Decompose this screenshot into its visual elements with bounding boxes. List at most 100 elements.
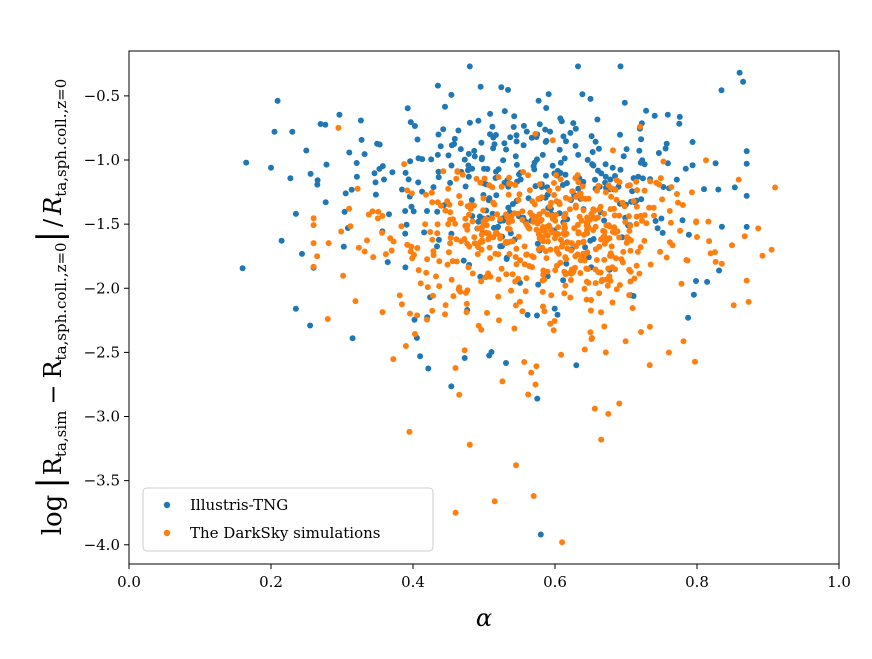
- point-illustris: [374, 140, 381, 147]
- point-illustris: [448, 383, 455, 390]
- point-darksky: [679, 202, 686, 208]
- point-darksky: [557, 259, 564, 266]
- point-darksky: [422, 221, 429, 228]
- point-illustris: [545, 91, 552, 98]
- point-darksky: [619, 199, 626, 206]
- point-illustris: [405, 176, 412, 183]
- point-illustris: [314, 177, 321, 184]
- point-illustris: [493, 192, 500, 199]
- point-darksky: [743, 277, 750, 284]
- point-illustris: [594, 116, 601, 123]
- point-darksky: [718, 260, 725, 267]
- point-darksky: [466, 211, 472, 218]
- point-illustris: [601, 217, 608, 224]
- point-darksky: [561, 290, 568, 297]
- point-illustris: [513, 161, 520, 168]
- point-illustris: [434, 82, 441, 89]
- point-illustris: [437, 143, 444, 150]
- point-illustris: [448, 162, 455, 169]
- point-illustris: [465, 173, 472, 180]
- point-darksky: [504, 214, 511, 221]
- point-darksky: [387, 235, 394, 242]
- point-darksky: [505, 219, 512, 226]
- point-illustris: [704, 278, 711, 285]
- point-illustris: [563, 180, 570, 187]
- point-illustris: [465, 167, 471, 174]
- point-darksky: [521, 261, 528, 268]
- point-darksky: [379, 309, 386, 316]
- point-darksky: [505, 239, 512, 246]
- point-illustris: [489, 123, 496, 130]
- point-illustris: [639, 175, 646, 182]
- point-darksky: [347, 223, 354, 230]
- point-darksky: [759, 252, 766, 259]
- point-darksky: [497, 216, 504, 222]
- point-darksky: [513, 261, 520, 268]
- point-illustris: [505, 86, 511, 93]
- point-darksky: [541, 308, 548, 315]
- point-illustris: [572, 142, 579, 149]
- point-darksky: [610, 147, 616, 154]
- point-darksky: [379, 213, 386, 219]
- point-illustris: [478, 139, 485, 146]
- point-darksky: [453, 258, 460, 265]
- point-illustris: [460, 257, 467, 264]
- point-darksky: [447, 209, 454, 216]
- point-darksky: [478, 278, 485, 285]
- point-darksky: [508, 287, 514, 294]
- point-illustris: [743, 223, 750, 230]
- point-darksky: [588, 210, 595, 217]
- point-darksky: [605, 410, 612, 417]
- svg-text:log|Rta,sim−Rta,sph.coll.,z=0|: log|Rta,sim−Rta,sph.coll.,z=0|/Rta,sph.c…: [30, 79, 70, 536]
- point-darksky: [562, 254, 569, 261]
- point-darksky: [735, 176, 742, 183]
- point-darksky: [562, 194, 569, 201]
- point-illustris: [292, 210, 299, 217]
- point-darksky: [548, 292, 555, 299]
- point-darksky: [622, 338, 629, 345]
- point-darksky: [590, 227, 597, 234]
- point-darksky: [495, 251, 502, 258]
- point-illustris: [477, 83, 484, 90]
- point-illustris: [524, 311, 531, 318]
- point-darksky: [424, 316, 430, 323]
- point-illustris: [567, 129, 574, 136]
- point-darksky: [429, 236, 436, 243]
- point-darksky: [463, 309, 470, 316]
- point-illustris: [442, 103, 448, 110]
- point-darksky: [597, 269, 604, 276]
- point-darksky: [448, 276, 455, 283]
- point-illustris: [500, 157, 507, 164]
- point-darksky: [549, 137, 556, 144]
- point-darksky: [592, 280, 599, 287]
- point-darksky: [602, 349, 609, 356]
- point-darksky: [516, 191, 523, 198]
- point-darksky: [595, 182, 602, 189]
- point-darksky: [626, 292, 633, 299]
- point-darksky: [379, 229, 386, 236]
- point-illustris: [414, 136, 421, 143]
- x-axis-label: α: [476, 604, 492, 632]
- point-illustris: [371, 170, 378, 177]
- point-darksky: [568, 247, 574, 254]
- point-darksky: [705, 218, 712, 225]
- point-darksky: [633, 221, 640, 227]
- point-illustris: [664, 111, 671, 118]
- y-tick-label: −1.0: [84, 151, 120, 169]
- point-illustris: [457, 146, 464, 153]
- point-darksky: [523, 275, 530, 282]
- point-darksky: [543, 224, 550, 230]
- point-darksky: [481, 175, 488, 182]
- point-illustris: [560, 133, 567, 140]
- point-darksky: [479, 237, 485, 244]
- point-illustris: [461, 355, 468, 361]
- point-illustris: [361, 151, 368, 158]
- point-illustris: [513, 138, 520, 145]
- point-illustris: [434, 151, 441, 158]
- point-darksky: [444, 261, 451, 268]
- point-illustris: [520, 122, 527, 129]
- point-darksky: [555, 224, 562, 231]
- point-darksky: [614, 228, 621, 235]
- point-illustris: [579, 91, 586, 98]
